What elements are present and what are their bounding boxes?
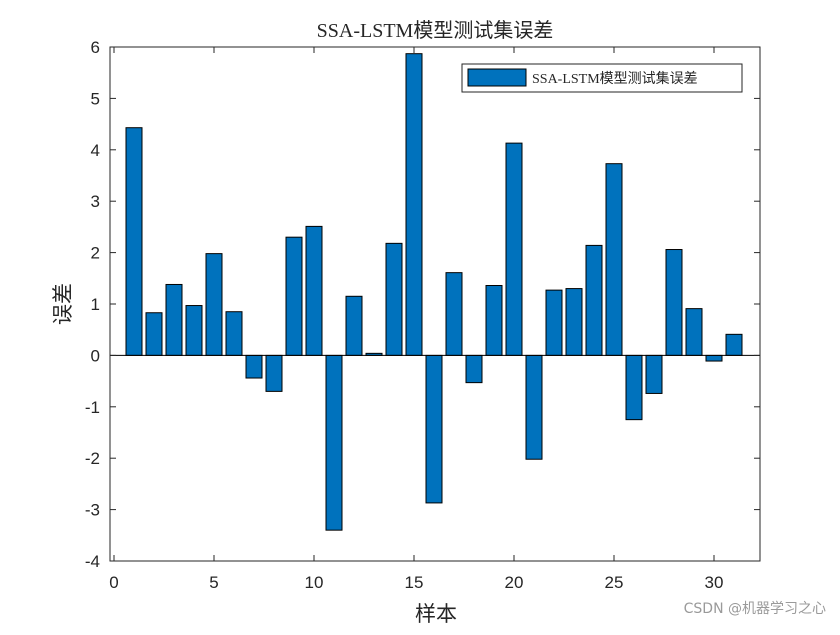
bar bbox=[285, 236, 303, 356]
y-tick-label: 4 bbox=[91, 141, 100, 160]
bar bbox=[585, 244, 603, 356]
y-tick-label: 1 bbox=[91, 295, 100, 314]
bar bbox=[405, 53, 423, 356]
y-tick-label: -2 bbox=[85, 449, 100, 468]
y-tick-label: 2 bbox=[91, 244, 100, 263]
y-tick-label: -4 bbox=[85, 552, 100, 571]
legend: SSA-LSTM模型测试集误差 bbox=[461, 63, 743, 93]
bar bbox=[325, 354, 343, 531]
bar bbox=[545, 289, 563, 356]
bar bbox=[485, 285, 503, 356]
bar bbox=[245, 354, 263, 379]
bar bbox=[305, 225, 323, 356]
y-axis-label: 误差 bbox=[51, 283, 75, 325]
bar bbox=[565, 288, 583, 356]
watermark-text: CSDN @机器学习之心 bbox=[684, 601, 826, 617]
bar bbox=[665, 249, 683, 356]
bar bbox=[705, 354, 723, 362]
bar bbox=[205, 253, 223, 356]
y-tick-label: 5 bbox=[91, 89, 100, 108]
x-tick-label: 0 bbox=[109, 573, 118, 592]
x-tick-label: 5 bbox=[209, 573, 218, 592]
bar bbox=[345, 295, 363, 356]
chart-title: SSA-LSTM模型测试集误差 bbox=[317, 19, 554, 42]
bar bbox=[385, 242, 403, 356]
bars-group bbox=[125, 53, 743, 531]
x-tick-label: 20 bbox=[505, 573, 524, 592]
x-tick-label: 30 bbox=[705, 573, 724, 592]
x-tick-label: 15 bbox=[405, 573, 424, 592]
bar bbox=[445, 272, 463, 356]
bar bbox=[185, 305, 203, 356]
x-tick-label: 10 bbox=[305, 573, 324, 592]
bar bbox=[145, 312, 163, 356]
y-tick-label: 6 bbox=[91, 38, 100, 57]
bar bbox=[225, 311, 243, 356]
y-tick-label: 3 bbox=[91, 192, 100, 211]
y-axis-ticks: -4 -3 -2 -1 0 1 2 3 4 5 6 bbox=[85, 38, 760, 571]
legend-swatch bbox=[467, 68, 527, 87]
bar bbox=[165, 283, 183, 356]
bar bbox=[265, 354, 283, 392]
bar bbox=[645, 354, 663, 394]
bar bbox=[685, 308, 703, 356]
y-tick-label: 0 bbox=[91, 346, 100, 365]
bar bbox=[125, 127, 143, 356]
y-tick-label: -1 bbox=[85, 398, 100, 417]
x-axis-ticks: 0 5 10 15 20 25 30 bbox=[109, 47, 723, 592]
y-tick-label: -3 bbox=[85, 501, 100, 520]
bar bbox=[725, 333, 743, 356]
bar bbox=[425, 354, 443, 504]
x-axis-label: 样本 bbox=[415, 602, 457, 626]
bar bbox=[605, 163, 623, 356]
bar bbox=[505, 142, 523, 356]
bar bbox=[465, 354, 483, 384]
bar bbox=[625, 354, 643, 421]
x-tick-label: 25 bbox=[605, 573, 624, 592]
bar bbox=[525, 354, 543, 460]
legend-label: SSA-LSTM模型测试集误差 bbox=[532, 70, 698, 87]
